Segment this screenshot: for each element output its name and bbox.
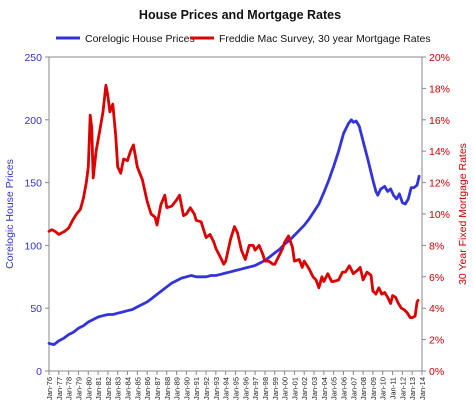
right-axis: 0% 2% 4% 6% 8% 10% 12% 14% 16% 18% 20%: [422, 52, 450, 378]
x-tick-label: Jan-90: [182, 377, 191, 400]
legend: Corelogic House Prices Freddie Mac Surve…: [56, 33, 431, 45]
right-tick-label: 18%: [429, 83, 450, 95]
legend-label-mortgage-rates: Freddie Mac Survey, 30 year Mortgage Rat…: [219, 33, 431, 45]
left-tick-label: 200: [24, 115, 42, 127]
legend-label-house-prices: Corelogic House Prices: [85, 33, 195, 45]
right-tick-label: 8%: [429, 240, 444, 252]
x-tick-label: Jan-91: [192, 377, 201, 400]
right-tick-label: 4%: [429, 303, 444, 315]
x-tick-label: Jan-05: [330, 377, 339, 400]
x-tick-label: Jan-06: [339, 377, 348, 400]
x-tick-label: Jan-12: [398, 377, 407, 400]
series-layer: [47, 83, 421, 346]
mortgage-rates-line: [47, 83, 420, 319]
x-tick-label: Jan-83: [114, 377, 123, 400]
x-tick-label: Jan-03: [310, 377, 319, 400]
x-tick-label: Jan-85: [133, 377, 142, 400]
left-tick-label: 50: [30, 303, 42, 315]
x-tick-label: Jan-87: [153, 377, 162, 400]
x-tick-label: Jan-02: [300, 377, 309, 400]
x-tick-label: Jan-04: [320, 377, 329, 400]
right-tick-label: 20%: [429, 52, 450, 64]
x-tick-label: Jan-81: [94, 377, 103, 400]
right-tick-label: 12%: [429, 178, 450, 190]
right-tick-label: 6%: [429, 272, 444, 284]
house-prices-line: [47, 118, 421, 346]
right-tick-label: 16%: [429, 115, 450, 127]
left-tick-label: 150: [24, 178, 42, 190]
right-axis-title: 30 Year Fixed Mortgage Rates: [457, 143, 469, 285]
chart-title: House Prices and Mortgage Rates: [139, 8, 341, 22]
x-axis: Jan-76 Jan-77 Jan-78 Jan-79 Jan-80 Jan-81 Jan-…: [45, 371, 427, 400]
x-tick-label: Jan-76: [45, 377, 54, 400]
x-tick-label: Jan-01: [290, 377, 299, 400]
x-tick-label: Jan-79: [74, 377, 83, 400]
left-axis: 0 50 100 150 200 250: [24, 52, 49, 378]
x-tick-label: Jan-84: [124, 377, 133, 400]
right-tick-label: 0%: [429, 366, 444, 378]
x-tick-label: Jan-80: [84, 377, 93, 400]
x-tick-label: Jan-14: [418, 377, 427, 400]
x-tick-label: Jan-78: [65, 377, 74, 400]
right-tick-label: 2%: [429, 335, 444, 347]
x-tick-label: Jan-96: [241, 377, 250, 400]
right-tick-label: 10%: [429, 209, 450, 221]
x-tick-label: Jan-97: [251, 377, 260, 400]
x-tick-label: Jan-11: [389, 377, 398, 399]
x-tick-label: Jan-09: [369, 377, 378, 400]
x-tick-label: Jan-88: [163, 377, 172, 400]
x-tick-label: Jan-89: [173, 377, 182, 400]
x-tick-label: Jan-92: [202, 377, 211, 400]
x-tick-label: Jan-00: [281, 377, 290, 400]
left-tick-label: 0: [36, 366, 42, 378]
x-tick-label: Jan-93: [212, 377, 221, 400]
x-tick-label: Jan-86: [143, 377, 152, 400]
x-tick-label: Jan-10: [379, 377, 388, 400]
x-tick-label: Jan-99: [271, 377, 280, 400]
x-tick-label: Jan-94: [222, 377, 231, 400]
x-tick-label: Jan-13: [408, 377, 417, 400]
x-tick-label: Jan-98: [261, 377, 270, 400]
x-tick-label: Jan-08: [359, 377, 368, 400]
right-tick-label: 14%: [429, 146, 450, 158]
left-tick-label: 250: [24, 52, 42, 64]
x-tick-label: Jan-07: [349, 377, 358, 400]
x-tick-label: Jan-77: [55, 377, 64, 400]
x-tick-label: Jan-95: [232, 377, 241, 400]
left-tick-label: 100: [24, 240, 42, 252]
left-axis-title: Corelogic House Prices: [4, 159, 16, 269]
x-tick-label: Jan-82: [104, 377, 113, 400]
